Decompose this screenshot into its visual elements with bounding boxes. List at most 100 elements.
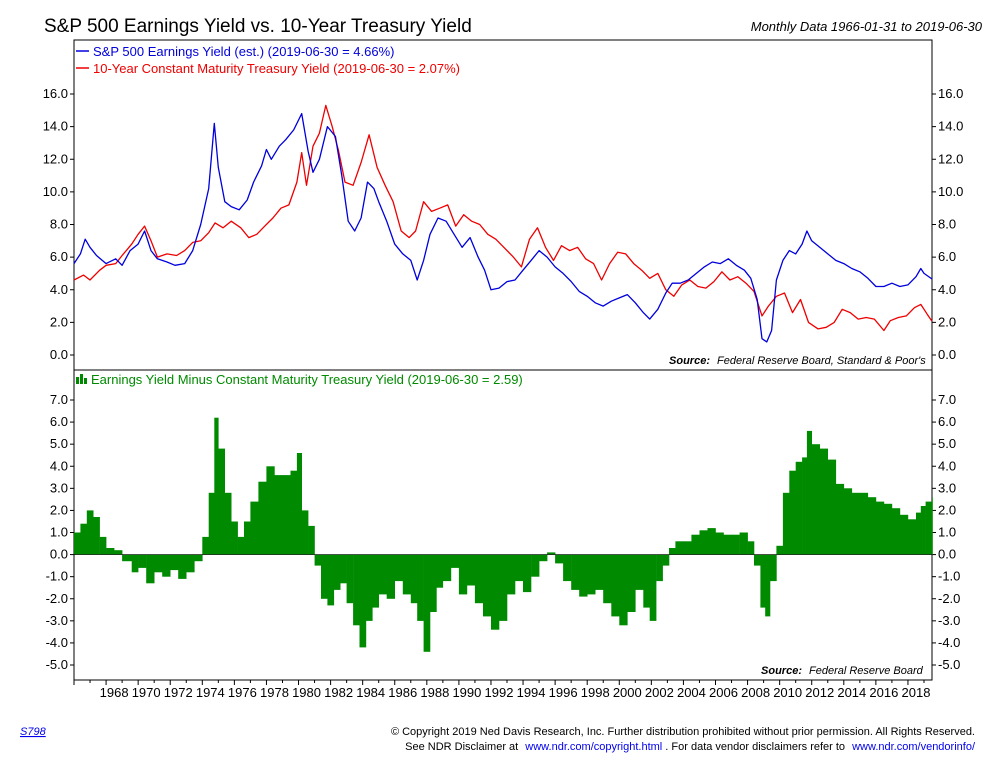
spread-bar xyxy=(359,554,367,648)
bottom-ytick-label-right: -3.0 xyxy=(938,613,960,628)
x-tick-label: 2014 xyxy=(837,685,866,700)
top-source-label: Source: xyxy=(669,355,710,367)
spread-bar xyxy=(93,517,100,555)
spread-bar xyxy=(875,501,885,555)
x-tick-label: 1978 xyxy=(260,685,289,700)
spread-bar xyxy=(835,483,845,555)
spread-bar xyxy=(907,519,917,555)
top-ytick-label-left: 12.0 xyxy=(43,151,68,166)
legend-label-spread: Earnings Yield Minus Constant Maturity T… xyxy=(91,372,523,387)
spread-bar xyxy=(731,534,740,555)
bottom-spread-bars xyxy=(74,417,933,652)
spread-bar xyxy=(499,554,508,621)
spread-bar xyxy=(806,430,812,555)
spread-bar xyxy=(282,475,291,555)
spread-bar xyxy=(138,554,147,568)
spread-bar xyxy=(859,492,869,555)
spread-bar xyxy=(244,521,251,555)
spread-bar xyxy=(776,545,784,555)
bottom-ytick-label-left: -1.0 xyxy=(46,569,68,584)
spread-bar xyxy=(333,554,341,590)
bottom-ytick-label-right: 2.0 xyxy=(938,502,956,517)
spread-bar xyxy=(450,554,460,568)
spread-bar xyxy=(649,554,657,621)
spread-bar xyxy=(346,554,354,604)
top-ytick-label-right: 4.0 xyxy=(938,282,956,297)
spread-bar xyxy=(547,552,556,555)
spread-bar xyxy=(80,523,88,555)
top-series-lines xyxy=(73,104,933,343)
spread-bar xyxy=(819,448,828,555)
spread-bar xyxy=(131,554,139,573)
spread-bar xyxy=(782,492,790,555)
x-tick-label: 2012 xyxy=(805,685,834,700)
x-tick-label: 1972 xyxy=(164,685,193,700)
top-source-text: Federal Reserve Board, Standard & Poor's xyxy=(717,355,926,367)
footer-link-copyright[interactable]: www.ndr.com/copyright.html xyxy=(524,741,662,753)
top-ytick-label-right: 6.0 xyxy=(938,249,956,264)
spread-bar xyxy=(430,554,437,612)
spread-bar xyxy=(170,554,179,571)
spread-bar xyxy=(932,497,933,555)
spread-bar xyxy=(423,554,431,652)
spread-bar xyxy=(523,554,532,593)
spread-bar xyxy=(474,554,484,604)
top-ytick-label-right: 0.0 xyxy=(938,347,956,362)
spread-bar xyxy=(258,481,267,555)
bottom-ytick-label-right: -5.0 xyxy=(938,657,960,672)
chart-code-link[interactable]: S798 xyxy=(20,726,47,738)
spread-bar xyxy=(662,554,670,566)
spread-bar xyxy=(99,536,107,555)
x-tick-label: 1998 xyxy=(581,685,610,700)
top-ytick-label-left: 0.0 xyxy=(50,347,68,362)
spread-bar xyxy=(539,554,548,562)
legend-label-treasury-yield: 10-Year Constant Maturity Treasury Yield… xyxy=(93,61,460,76)
x-tick-label: 2006 xyxy=(709,685,738,700)
top-ytick-label-left: 4.0 xyxy=(50,282,68,297)
x-tick-label: 1982 xyxy=(324,685,353,700)
spread-bar xyxy=(715,532,724,555)
x-tick-label: 1992 xyxy=(485,685,514,700)
spread-bar xyxy=(224,492,232,555)
spread-bar xyxy=(595,554,604,590)
top-legend: S&P 500 Earnings Yield (est.) (2019-06-3… xyxy=(76,44,460,76)
spread-bar xyxy=(296,453,302,555)
bottom-y-axis-left: -5.0 -4.0 -3.0 -2.0 -1.0 0.0 1.0 2.0 3.0 4.0 5.0 6.… xyxy=(46,392,74,672)
spread-bar xyxy=(386,554,395,599)
spread-bar xyxy=(194,554,203,562)
spread-bar xyxy=(795,461,803,555)
spread-bar xyxy=(603,554,612,604)
top-ytick-label-left: 16.0 xyxy=(43,86,68,101)
spread-bar xyxy=(365,554,373,621)
spread-bar xyxy=(571,554,580,590)
bottom-ytick-label-right: 1.0 xyxy=(938,525,956,540)
x-tick-label: 1988 xyxy=(420,685,449,700)
footer-disclaimer-prefix: See NDR Disclaimer at xyxy=(405,741,518,753)
top-ytick-label-right: 16.0 xyxy=(938,86,963,101)
bottom-ytick-label-left: 1.0 xyxy=(50,525,68,540)
bottom-ytick-label-left: -3.0 xyxy=(46,613,68,628)
chart-title: S&P 500 Earnings Yield vs. 10-Year Treas… xyxy=(44,16,472,37)
bottom-ytick-label-right: 6.0 xyxy=(938,414,956,429)
spread-bar xyxy=(491,554,500,630)
x-tick-label: 1980 xyxy=(292,685,321,700)
spread-bar xyxy=(202,536,209,555)
x-tick-label: 2018 xyxy=(902,685,931,700)
spread-bar xyxy=(707,528,716,555)
spread-bar xyxy=(627,554,636,612)
legend-label-earnings-yield: S&P 500 Earnings Yield (est.) (2019-06-3… xyxy=(93,44,394,59)
footer-link-vendorinfo[interactable]: www.ndr.com/vendorinfo/ xyxy=(851,741,976,753)
spread-bar xyxy=(899,514,909,555)
spread-bar xyxy=(458,554,468,595)
spread-bar xyxy=(656,554,663,582)
spread-bar xyxy=(507,554,516,595)
spread-bar xyxy=(867,497,877,555)
spread-bar xyxy=(86,510,94,555)
top-ytick-label-left: 8.0 xyxy=(50,217,68,232)
spread-bar xyxy=(290,470,298,555)
x-tick-label: 2002 xyxy=(645,685,674,700)
spread-bar xyxy=(378,554,387,595)
top-y-axis-right: 0.0 2.0 4.0 6.0 8.0 10.0 12.0 14.0 16.0 xyxy=(932,86,963,362)
